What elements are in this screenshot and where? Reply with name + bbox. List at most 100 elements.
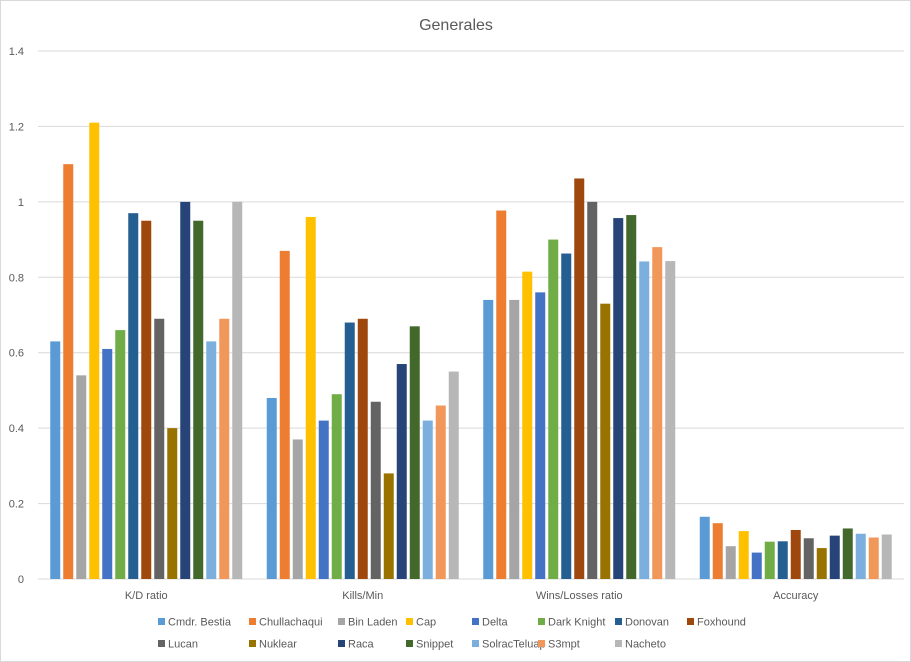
legend-swatch [615, 640, 622, 647]
legend-swatch [249, 618, 256, 625]
y-tick-label: 0.4 [9, 423, 24, 435]
x-category-label: Wins/Losses ratio [536, 590, 623, 602]
bar [76, 375, 87, 579]
bar [496, 210, 507, 579]
bar [725, 546, 736, 579]
bar [89, 122, 100, 580]
bar [587, 201, 598, 579]
legend-label: Nuklear [259, 639, 297, 651]
bar [509, 299, 520, 579]
bar [331, 394, 342, 579]
legend-label: S3mpt [548, 639, 580, 651]
bar [370, 401, 381, 579]
legend-swatch [338, 618, 345, 625]
bar [574, 178, 585, 579]
y-tick-label: 0.8 [9, 272, 24, 284]
x-category-label: Accuracy [773, 590, 819, 602]
bar [141, 220, 152, 579]
y-tick-label: 1 [18, 197, 24, 209]
y-tick-label: 0.6 [9, 348, 24, 360]
bar [279, 250, 290, 579]
legend-label: Snippet [416, 639, 453, 651]
bar [305, 216, 316, 579]
bar [102, 348, 113, 579]
bar [128, 213, 139, 579]
bar [855, 533, 866, 579]
legend-swatch [406, 618, 413, 625]
bar [881, 534, 892, 579]
bar [232, 201, 243, 579]
bar [154, 318, 165, 579]
bar [219, 318, 230, 579]
bar [535, 292, 546, 579]
bar [357, 318, 368, 579]
bar [639, 261, 650, 579]
legend-swatch [687, 618, 694, 625]
bar [193, 220, 204, 579]
bars [50, 122, 892, 580]
bar [206, 341, 217, 579]
legend-label: Raca [348, 639, 375, 651]
bar [600, 303, 611, 579]
bar [318, 420, 329, 579]
legend-swatch [338, 640, 345, 647]
legend-label: Cmdr. Bestia [168, 617, 232, 629]
bar [167, 428, 178, 579]
legend-swatch [406, 640, 413, 647]
bar [777, 541, 788, 579]
legend-swatch [472, 640, 479, 647]
bar [50, 341, 61, 579]
legend-label: SolracTeluap [482, 639, 546, 651]
bar [561, 253, 572, 580]
bar [613, 218, 624, 579]
bar [868, 537, 879, 579]
bar [344, 322, 355, 579]
y-tick-label: 1.2 [9, 121, 24, 133]
bar [764, 541, 775, 579]
legend-swatch [538, 618, 545, 625]
legend-swatch [158, 640, 165, 647]
legend: Cmdr. Bestia Chullachaqui Bin Laden Cap Delt… [158, 617, 746, 651]
legend-label: Dark Knight [548, 617, 605, 629]
chart-title: Generales [419, 17, 493, 34]
bar [383, 473, 394, 579]
bar [483, 299, 494, 579]
bar [652, 247, 663, 579]
bar [816, 548, 827, 579]
bar [699, 516, 710, 579]
y-tick-label: 0 [18, 574, 24, 586]
bar [396, 364, 407, 579]
bar [266, 397, 277, 579]
legend-swatch [538, 640, 545, 647]
bar [712, 523, 723, 579]
legend-swatch [249, 640, 256, 647]
bar [790, 529, 801, 579]
x-category-label: K/D ratio [125, 590, 168, 602]
legend-label: Chullachaqui [259, 617, 323, 629]
y-tick-label: 0.2 [9, 499, 24, 511]
bar [751, 552, 762, 579]
bar [522, 271, 533, 579]
bar [63, 164, 74, 579]
x-category-label: Kills/Min [342, 590, 383, 602]
bar [180, 201, 191, 579]
y-tick-label: 1.4 [9, 46, 24, 58]
bar [548, 239, 559, 580]
legend-label: Delta [482, 617, 509, 629]
bar [422, 420, 433, 579]
legend-label: Lucan [168, 639, 198, 651]
bar [665, 261, 676, 579]
bar [842, 528, 853, 579]
bar [803, 538, 814, 579]
bar [409, 326, 420, 579]
legend-label: Cap [416, 617, 436, 629]
legend-swatch [472, 618, 479, 625]
bar [448, 371, 459, 579]
legend-swatch [615, 618, 622, 625]
legend-label: Foxhound [697, 617, 746, 629]
bar [292, 439, 303, 579]
y-axis-tick-labels: 0 0.2 0.4 0.6 0.8 1 1.2 1.4 [9, 46, 24, 586]
legend-label: Bin Laden [348, 617, 398, 629]
